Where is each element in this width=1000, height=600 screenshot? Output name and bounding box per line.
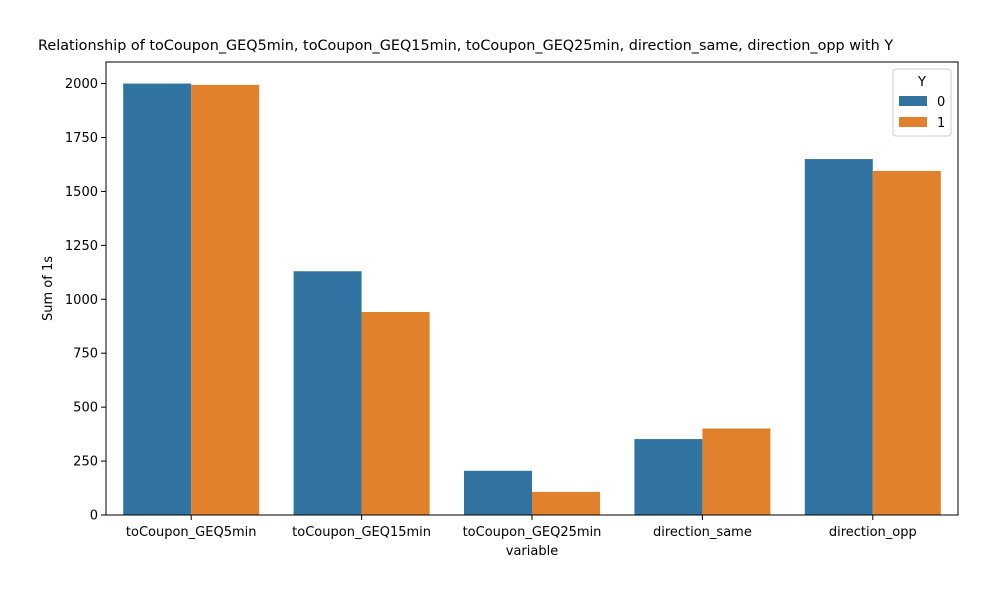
- y-tick-label: 0: [90, 509, 98, 524]
- bar-1-toCoupon_GEQ15min: [361, 312, 430, 515]
- legend-title: Y: [917, 75, 926, 90]
- bar-1-direction_opp: [872, 170, 941, 515]
- y-tick-label: 1250: [65, 239, 98, 254]
- legend: Y0 1: [892, 68, 952, 137]
- bar-0-toCoupon_GEQ5min: [123, 83, 192, 516]
- legend-swatch-1: [899, 117, 927, 127]
- y-axis: 0 250 500 750 1000 1250 1500 1750 2000: [65, 77, 106, 524]
- legend-label-1: 1: [937, 116, 945, 131]
- bar-0-toCoupon_GEQ25min: [464, 470, 532, 515]
- y-tick-label: 1000: [65, 293, 98, 308]
- bar-0-direction_opp: [804, 159, 873, 516]
- y-tick-label: 2000: [65, 77, 98, 92]
- x-axis: toCoupon_GEQ5min toCoupon_GEQ15min toCoupo…: [126, 515, 917, 540]
- x-tick-label: toCoupon_GEQ15min: [292, 525, 431, 540]
- bar-1-direction_same: [702, 428, 771, 515]
- x-tick-label: direction_same: [653, 525, 752, 540]
- bar-1-toCoupon_GEQ25min: [532, 491, 600, 515]
- x-tick-label: toCoupon_GEQ25min: [463, 525, 602, 540]
- y-tick-label: 250: [73, 455, 98, 470]
- bar-1-toCoupon_GEQ5min: [191, 84, 260, 515]
- chart-title: Relationship of toCoupon_GEQ5min, toCoup…: [38, 38, 894, 54]
- bar-0-toCoupon_GEQ15min: [293, 271, 362, 515]
- y-tick-label: 1500: [65, 185, 98, 200]
- x-tick-label: toCoupon_GEQ5min: [126, 525, 257, 540]
- y-axis-label: Sum of 1s: [41, 256, 56, 321]
- y-tick-label: 1750: [65, 131, 98, 146]
- y-tick-label: 750: [73, 347, 98, 362]
- chart-title-container: Relationship of toCoupon_GEQ5min, toCoup…: [0, 38, 1000, 60]
- y-tick-label: 500: [73, 401, 98, 416]
- legend-label-0: 0: [937, 95, 945, 110]
- bars-group: [123, 83, 941, 516]
- x-axis-label: variable: [506, 544, 558, 559]
- x-tick-label: direction_opp: [829, 525, 917, 540]
- legend-swatch-0: [899, 96, 927, 106]
- bar-0-direction_same: [634, 439, 703, 515]
